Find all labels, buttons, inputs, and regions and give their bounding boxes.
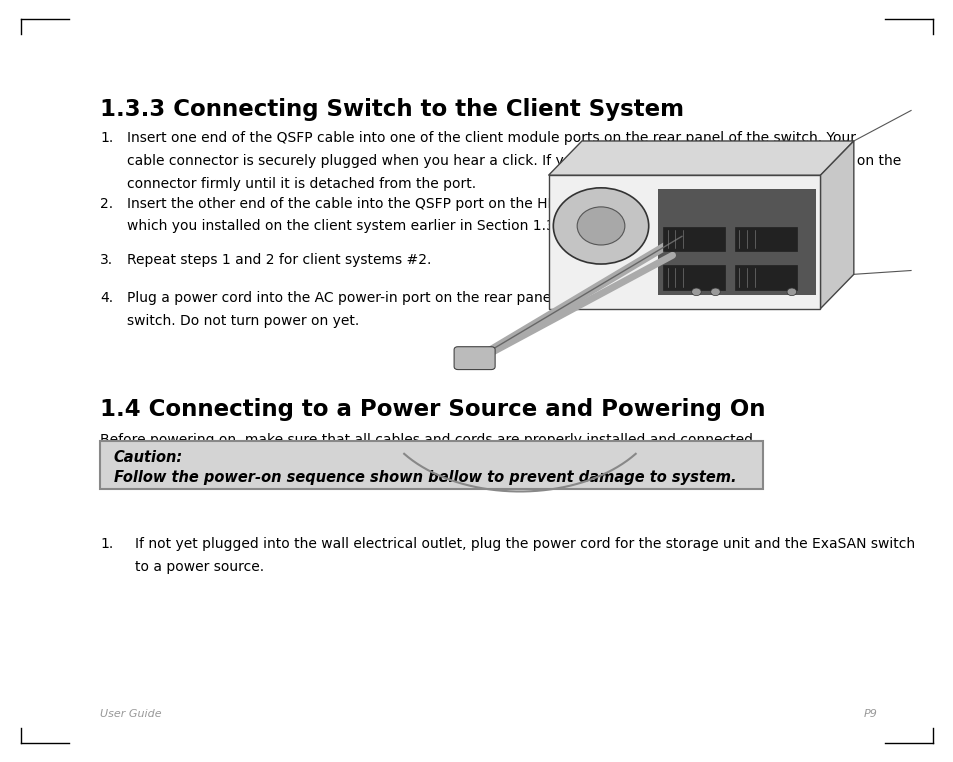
Circle shape [710, 288, 720, 296]
Text: User Guide: User Guide [100, 709, 162, 719]
Text: If not yet plugged into the wall electrical outlet, plug the power cord for the : If not yet plugged into the wall electri… [134, 537, 914, 551]
Text: to a power source.: to a power source. [134, 560, 263, 574]
Text: 1.3.3 Connecting Switch to the Client System: 1.3.3 Connecting Switch to the Client Sy… [100, 98, 683, 120]
Circle shape [553, 187, 648, 264]
Circle shape [577, 207, 624, 245]
Bar [100, 441, 762, 489]
Circle shape [691, 288, 700, 296]
Circle shape [786, 288, 796, 296]
Text: which you installed on the client system earlier in Section 1.3.1.: which you installed on the client system… [127, 219, 572, 233]
Text: Insert one end of the QSFP cable into one of the client module ports on the rear: Insert one end of the QSFP cable into on… [127, 131, 855, 145]
Text: 4.: 4. [100, 291, 113, 305]
Polygon shape [548, 141, 853, 175]
Bar [734, 265, 796, 290]
Text: Repeat steps 1 and 2 for client systems #2.: Repeat steps 1 and 2 for client systems … [127, 253, 431, 267]
Text: Caution:: Caution: [113, 450, 183, 465]
Bar [662, 265, 724, 290]
Bar [734, 227, 796, 251]
FancyBboxPatch shape [454, 347, 495, 370]
Text: Plug a power cord into the AC power-in port on the rear panel of the: Plug a power cord into the AC power-in p… [127, 291, 599, 305]
Bar [548, 175, 820, 309]
Text: 3.: 3. [100, 253, 113, 267]
Bar [662, 227, 724, 251]
Text: 1.4 Connecting to a Power Source and Powering On: 1.4 Connecting to a Power Source and Pow… [100, 398, 765, 421]
Text: 1.: 1. [100, 131, 113, 145]
Text: Before powering on, make sure that all cables and cords are properly installed a: Before powering on, make sure that all c… [100, 433, 757, 447]
Bar [658, 189, 815, 295]
Polygon shape [820, 141, 853, 309]
Text: connector firmly until it is detached from the port.: connector firmly until it is detached fr… [127, 177, 476, 190]
Text: Insert the other end of the cable into the QSFP port on the HBA,: Insert the other end of the cable into t… [127, 197, 570, 210]
Text: 1.: 1. [100, 537, 113, 551]
Text: 2.: 2. [100, 197, 113, 210]
Text: switch. Do not turn power on yet.: switch. Do not turn power on yet. [127, 314, 358, 328]
Text: P9: P9 [862, 709, 877, 719]
Text: cable connector is securely plugged when you hear a click. If you need to unplug: cable connector is securely plugged when… [127, 154, 901, 168]
Text: Follow the power-on sequence shown bellow to prevent damage to system.: Follow the power-on sequence shown bello… [113, 470, 736, 485]
